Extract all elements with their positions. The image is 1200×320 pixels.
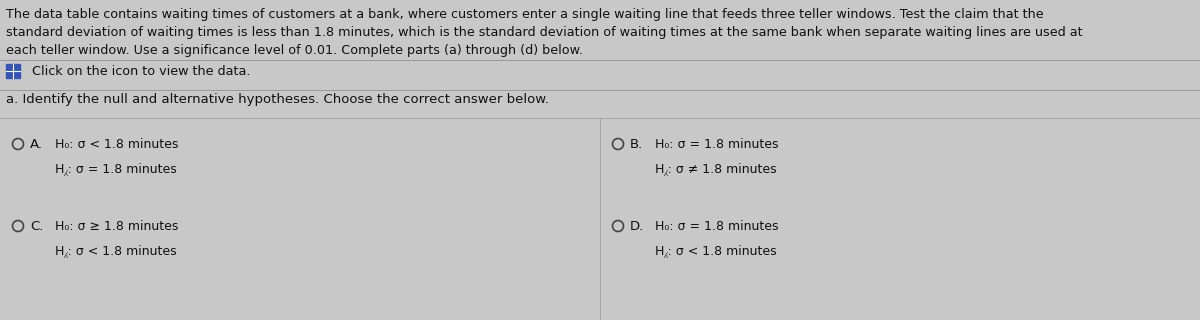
Text: each teller window. Use a significance level of 0.01. Complete parts (a) through: each teller window. Use a significance l… xyxy=(6,44,583,57)
Text: Click on the icon to view the data.: Click on the icon to view the data. xyxy=(24,65,251,78)
Text: B.: B. xyxy=(630,138,643,151)
Text: A.: A. xyxy=(30,138,43,151)
Text: H⁁: σ < 1.8 minutes: H⁁: σ < 1.8 minutes xyxy=(655,245,776,258)
Text: C.: C. xyxy=(30,220,43,233)
Text: H₀: σ = 1.8 minutes: H₀: σ = 1.8 minutes xyxy=(655,220,779,233)
Text: H₀: σ = 1.8 minutes: H₀: σ = 1.8 minutes xyxy=(655,138,779,151)
Text: H₀: σ ≥ 1.8 minutes: H₀: σ ≥ 1.8 minutes xyxy=(55,220,179,233)
FancyBboxPatch shape xyxy=(6,64,20,78)
Text: H⁁: σ < 1.8 minutes: H⁁: σ < 1.8 minutes xyxy=(55,245,176,258)
Text: a. Identify the null and alternative hypotheses. Choose the correct answer below: a. Identify the null and alternative hyp… xyxy=(6,93,550,106)
Text: H⁁: σ = 1.8 minutes: H⁁: σ = 1.8 minutes xyxy=(55,163,176,176)
Text: The data table contains waiting times of customers at a bank, where customers en: The data table contains waiting times of… xyxy=(6,8,1044,21)
Text: H⁁: σ ≠ 1.8 minutes: H⁁: σ ≠ 1.8 minutes xyxy=(655,163,776,176)
Text: H₀: σ < 1.8 minutes: H₀: σ < 1.8 minutes xyxy=(55,138,179,151)
Text: D.: D. xyxy=(630,220,644,233)
Text: standard deviation of waiting times is less than 1.8 minutes, which is the stand: standard deviation of waiting times is l… xyxy=(6,26,1082,39)
